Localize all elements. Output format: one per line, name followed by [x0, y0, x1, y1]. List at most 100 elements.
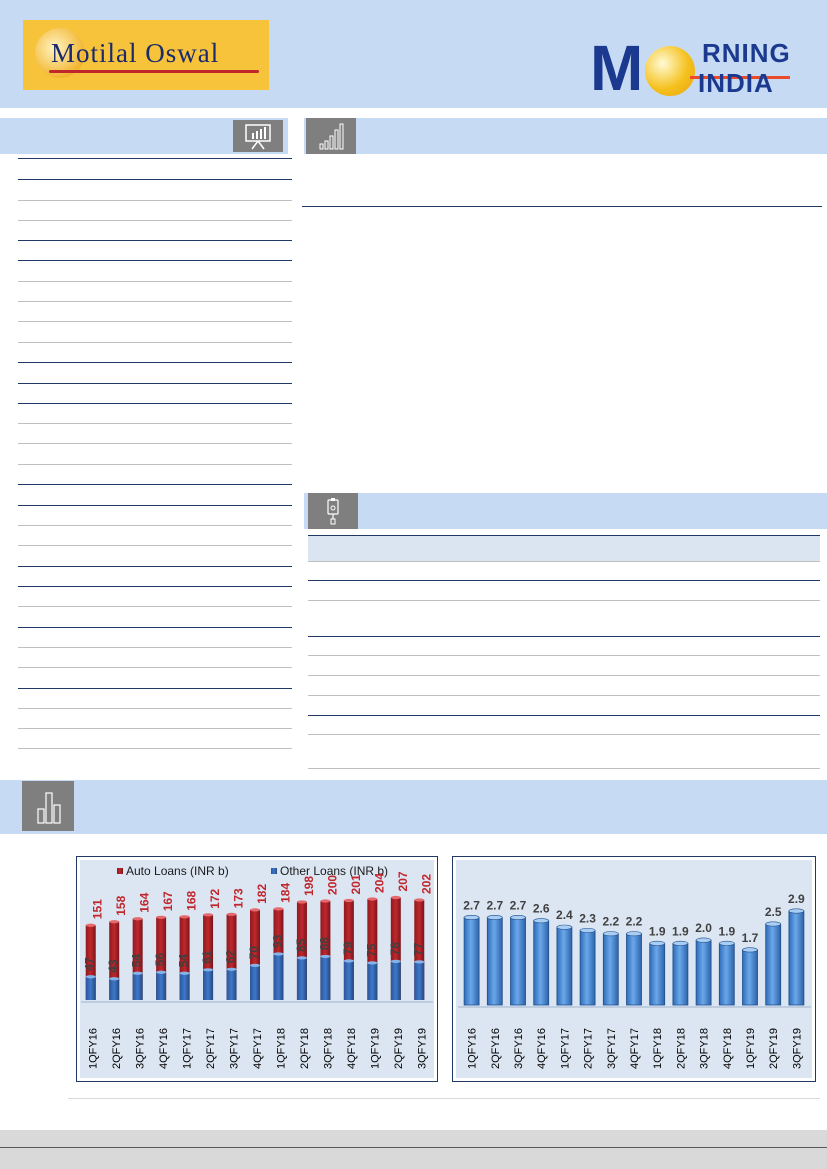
- other-loans-bar-top: [367, 961, 378, 965]
- ratio-bar: [649, 943, 666, 1006]
- auto-loans-bar-top: [320, 899, 331, 903]
- other-loans-bar: [343, 960, 354, 1000]
- ratio-bar: [742, 949, 758, 1006]
- ratio-bar-top: [695, 937, 712, 943]
- other-loans-bar: [367, 962, 378, 1000]
- right-table-rule: [308, 675, 820, 676]
- auto-loans-value-label: 168: [185, 890, 199, 910]
- motilal-oswal-logo: Motilal Oswal: [23, 20, 269, 90]
- x-tick-label: 3QFY19: [416, 1028, 428, 1069]
- x-tick-label: 4QFY16: [158, 1028, 170, 1069]
- legend-swatch: [117, 868, 123, 874]
- ratio-bar-top: [556, 924, 573, 930]
- ratio-bar: [556, 926, 573, 1006]
- auto-loans-bar: [320, 900, 331, 1000]
- left-table-rule: [18, 321, 292, 322]
- other-loans-value-label: 93: [270, 934, 284, 948]
- ratio-bar-top: [533, 918, 549, 924]
- ratio-bar: [533, 920, 550, 1006]
- left-table-rule: [18, 403, 292, 404]
- auto-loans-value-label: 204: [372, 873, 386, 893]
- left-table-rule: [18, 566, 292, 567]
- left-table-rule: [18, 240, 292, 241]
- right-table-rule: [308, 695, 820, 696]
- auto-loans-bar-top: [226, 912, 237, 916]
- x-tick-label: 2QFY18: [675, 1028, 687, 1069]
- x-tick-label: 1QFY19: [369, 1028, 381, 1069]
- auto-loans-bar-top: [273, 907, 284, 911]
- left-table-rule: [18, 383, 292, 384]
- ratio-bar-top: [672, 940, 689, 946]
- x-tick-label: 3QFY17: [229, 1028, 241, 1069]
- auto-loans-bar-top: [343, 898, 354, 903]
- ratio-value-label: 1.9: [718, 924, 735, 938]
- x-tick-label: 2QFY18: [299, 1028, 311, 1069]
- logo-letter-m: M: [590, 32, 644, 104]
- left-table-rule: [18, 342, 292, 343]
- ratio-bar-top: [579, 927, 596, 933]
- x-tick-label: 1QFY18: [275, 1028, 287, 1069]
- legend-swatch: [271, 868, 277, 874]
- x-tick-label: 4QFY18: [722, 1028, 734, 1069]
- left-table-rule: [18, 220, 292, 221]
- other-loans-bar: [414, 961, 425, 1000]
- other-loans-value-label: 79: [341, 941, 355, 955]
- left-table-rule: [18, 301, 292, 302]
- left-table-rule: [18, 708, 292, 709]
- ratio-value-label: 2.3: [579, 911, 596, 925]
- auto-loans-bar-top: [109, 920, 120, 924]
- other-loans-bar: [320, 956, 331, 1000]
- auto-loans-bar-top: [203, 913, 214, 917]
- other-loans-bar: [226, 969, 237, 1000]
- ratio-bar-top: [788, 908, 805, 914]
- right-table-rule: [308, 768, 820, 769]
- page-footer: [0, 1130, 827, 1169]
- ratio-value-label: 1.9: [649, 924, 666, 938]
- logo-emblem: [35, 28, 85, 78]
- other-loans-bar: [109, 978, 120, 1000]
- other-loans-bar: [203, 969, 214, 1000]
- left-table-rule: [18, 545, 292, 546]
- left-table-rule: [18, 484, 292, 485]
- auto-loans-bar: [390, 897, 401, 1000]
- auto-loans-bar: [85, 925, 96, 1000]
- x-tick-label: 2QFY19: [768, 1028, 780, 1069]
- ratio-value-label: 2.7: [510, 898, 527, 912]
- left-table-rule: [18, 362, 292, 363]
- right-section-rule: [302, 206, 822, 207]
- ratio-bar: [626, 933, 642, 1006]
- right-table-rule: [308, 655, 820, 656]
- right-table-rule: [308, 600, 820, 601]
- auto-loans-bar: [132, 918, 143, 1000]
- left-table-rule: [18, 748, 292, 749]
- left-table-rule: [18, 158, 292, 159]
- other-loans-bar: [296, 957, 307, 1000]
- auto-loans-value-label: 207: [396, 871, 410, 891]
- auto-loans-value-label: 151: [91, 899, 105, 919]
- ratio-bar-top: [649, 940, 665, 946]
- other-loans-value-label: 47: [83, 957, 97, 971]
- sun-icon: [645, 46, 695, 96]
- auto-loans-value-label: 173: [232, 888, 246, 908]
- x-tick-label: 4QFY17: [252, 1028, 264, 1069]
- logo-word-rning: RNING: [702, 38, 791, 68]
- ratio-value-label: 2.2: [626, 915, 643, 929]
- chart-section-header: [0, 780, 827, 834]
- auto-loans-bar-top: [367, 897, 378, 901]
- ratio-value-label: 2.5: [765, 905, 782, 919]
- other-loans-bar: [156, 972, 167, 1000]
- ratio-value-label: 2.2: [602, 915, 619, 929]
- footer-line: [0, 1147, 827, 1148]
- other-loans-bar-top: [390, 959, 401, 963]
- ratio-bar-top: [742, 947, 758, 953]
- x-tick-label: 2QFY16: [490, 1028, 502, 1069]
- morning-india-logo: M RNING INDIA: [590, 32, 800, 104]
- column-chart-icon: [22, 781, 74, 831]
- auto-loans-bar: [367, 898, 378, 1000]
- auto-loans-bar-top: [296, 900, 307, 904]
- x-tick-label: 4QFY16: [536, 1028, 548, 1069]
- ratio-chart-panel: 2.7 1QFY16 2.7 2QFY16 2.7 3QFY16 2.6 4QFY16 2.4 1…: [452, 856, 816, 1082]
- x-tick-label: 1QFY17: [559, 1028, 571, 1069]
- auto-loans-value-label: 164: [138, 892, 152, 912]
- logo-word-india: INDIA: [698, 68, 774, 98]
